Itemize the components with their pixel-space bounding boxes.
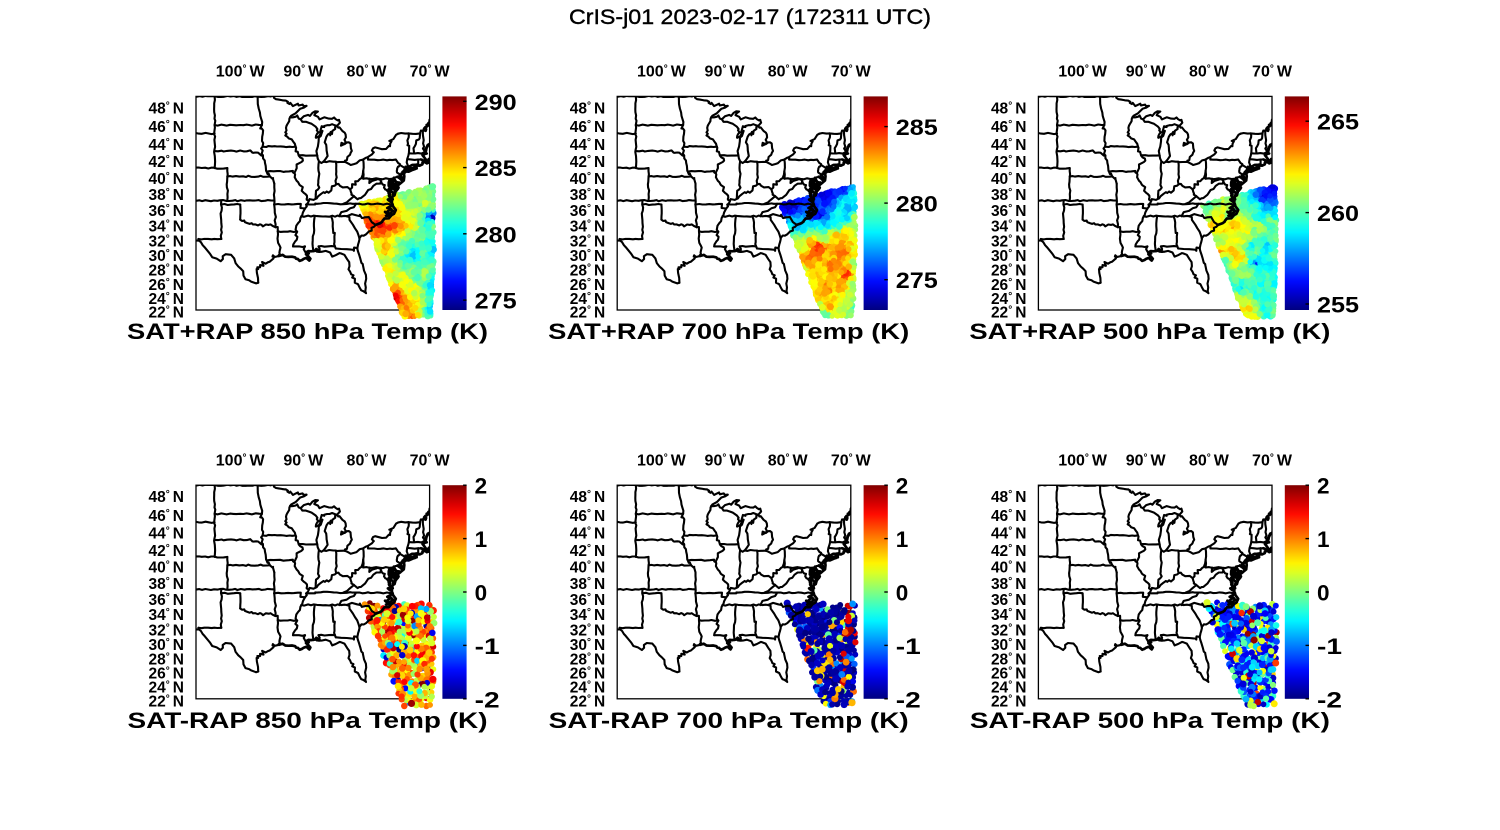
svg-text:1: 1: [1317, 527, 1330, 552]
svg-text:275: 275: [896, 268, 938, 293]
svg-text:-1: -1: [1317, 634, 1342, 659]
svg-text:100°W: 100° W: [637, 64, 687, 81]
svg-text:SAT-RAP 500 hPa Temp (K): SAT-RAP 500 hPa Temp (K): [970, 708, 1330, 733]
svg-text:1: 1: [896, 527, 909, 552]
svg-text:290: 290: [475, 90, 517, 115]
svg-text:-1: -1: [475, 634, 500, 659]
svg-text:285: 285: [896, 115, 938, 140]
svg-text:CrIS-j01 2023-02-17 (172311 UT: CrIS-j01 2023-02-17 (172311 UTC): [569, 5, 931, 29]
svg-text:SAT+RAP 850 hPa Temp (K): SAT+RAP 850 hPa Temp (K): [127, 319, 488, 344]
svg-text:255: 255: [1317, 293, 1359, 318]
svg-text:SAT-RAP 700 hPa Temp (K): SAT-RAP 700 hPa Temp (K): [549, 708, 909, 733]
svg-text:100°W: 100° W: [1058, 452, 1108, 469]
svg-text:280: 280: [475, 222, 517, 247]
svg-text:265: 265: [1317, 110, 1359, 135]
svg-text:100°W: 100° W: [637, 452, 687, 469]
svg-text:SAT-RAP 850 hPa Temp (K): SAT-RAP 850 hPa Temp (K): [128, 708, 488, 733]
svg-text:280: 280: [896, 192, 938, 217]
svg-text:-1: -1: [896, 634, 921, 659]
svg-text:1: 1: [475, 527, 488, 552]
svg-text:0: 0: [1317, 581, 1330, 606]
svg-text:100°W: 100° W: [216, 452, 266, 469]
svg-text:285: 285: [475, 156, 517, 181]
svg-text:2: 2: [896, 474, 909, 499]
svg-text:0: 0: [896, 581, 909, 606]
svg-text:0: 0: [475, 581, 488, 606]
svg-text:2: 2: [1317, 474, 1330, 499]
svg-text:260: 260: [1317, 201, 1359, 226]
svg-text:100°W: 100° W: [216, 64, 266, 81]
svg-text:SAT+RAP 500 hPa Temp (K): SAT+RAP 500 hPa Temp (K): [969, 319, 1330, 344]
svg-text:275: 275: [475, 289, 517, 314]
svg-text:100°W: 100° W: [1058, 64, 1108, 81]
svg-text:SAT+RAP 700 hPa Temp (K): SAT+RAP 700 hPa Temp (K): [548, 319, 909, 344]
svg-text:2: 2: [475, 474, 488, 499]
